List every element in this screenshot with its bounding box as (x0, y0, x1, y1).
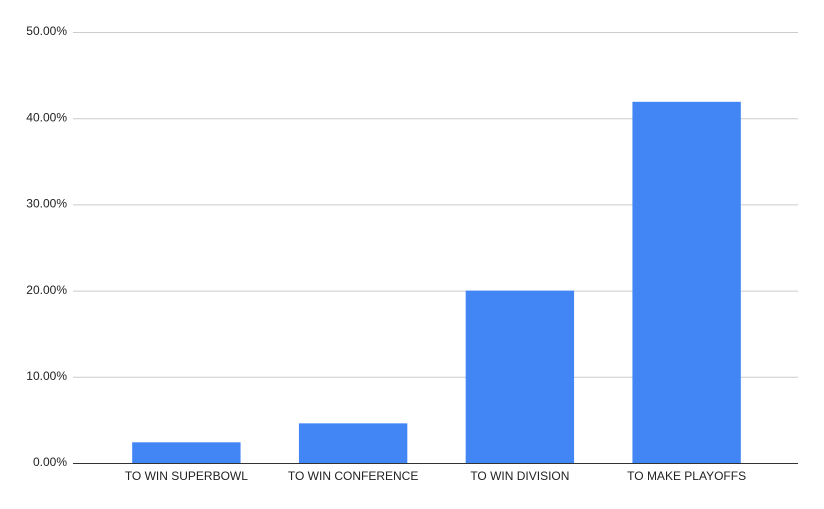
y-tick-label: 50.00% (26, 24, 67, 38)
y-tick-label: 0.00% (33, 455, 67, 469)
x-tick-label: TO MAKE PLAYOFFS (627, 469, 746, 483)
y-tick-label: 30.00% (26, 197, 67, 211)
y-tick-label: 40.00% (26, 110, 67, 124)
x-tick-label: TO WIN SUPERBOWL (125, 469, 248, 483)
x-tick-label: TO WIN DIVISION (470, 469, 569, 483)
bar (465, 290, 575, 463)
bar (298, 423, 408, 463)
bar (132, 442, 241, 463)
bar (632, 101, 741, 464)
x-tick-label: TO WIN CONFERENCE (288, 469, 418, 483)
y-tick-label: 20.00% (26, 283, 67, 297)
y-tick-label: 10.00% (26, 369, 67, 383)
